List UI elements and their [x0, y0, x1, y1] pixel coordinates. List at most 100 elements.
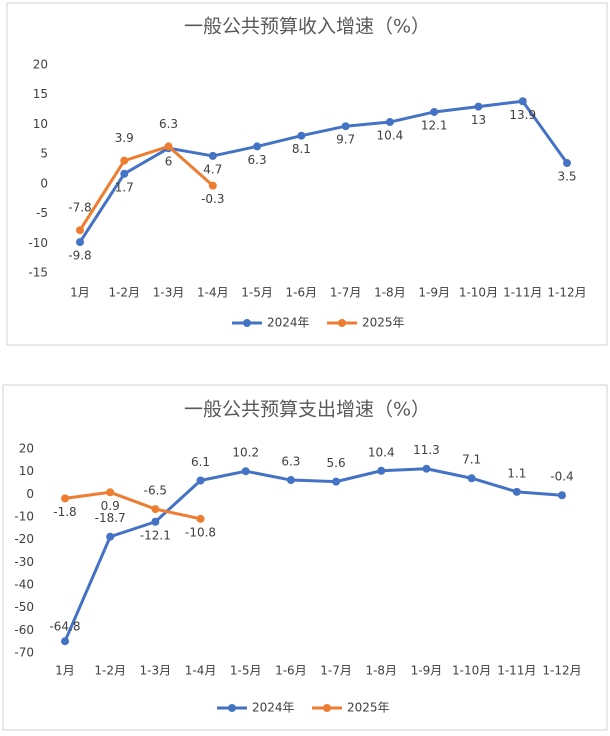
- point: [76, 238, 84, 247]
- data-label: 10.4: [377, 129, 404, 143]
- point: [61, 494, 69, 503]
- series-line: [78, 144, 214, 232]
- data-label: 11.3: [413, 443, 440, 457]
- legend-label: 2024年: [252, 701, 295, 715]
- point: [558, 491, 566, 500]
- legend-marker: [228, 704, 236, 712]
- x-tick-label: 1-11月: [497, 664, 536, 678]
- x-tick-label: 1-2月: [108, 286, 140, 300]
- legend-marker: [323, 704, 331, 712]
- x-tick-label: 1月: [70, 286, 90, 300]
- point: [422, 464, 431, 473]
- data-label: -7.8: [68, 201, 91, 215]
- data-label: 6.3: [281, 455, 300, 469]
- x-tick-label: 1-6月: [275, 664, 307, 678]
- data-label: 12.1: [421, 118, 448, 132]
- y-tick-label: -20: [14, 532, 34, 546]
- data-label: 10.4: [368, 445, 395, 459]
- data-label: -6.5: [144, 484, 167, 498]
- data-label: 0.9: [101, 499, 120, 513]
- data-label: 5.6: [327, 456, 346, 470]
- data-label: -10.8: [185, 525, 216, 539]
- x-tick-label: 1-12月: [542, 664, 581, 678]
- data-label: 9.7: [336, 133, 355, 147]
- point: [76, 226, 84, 235]
- point: [297, 131, 306, 140]
- data-label: 6.3: [248, 153, 267, 167]
- point: [253, 142, 262, 151]
- y-tick-label: -5: [36, 206, 48, 220]
- y-tick-label: -40: [14, 578, 34, 592]
- legend-marker: [243, 319, 251, 327]
- point: [196, 514, 205, 523]
- y-tick-label: 10: [19, 464, 34, 478]
- point: [208, 151, 217, 160]
- data-label: 6.3: [159, 117, 178, 131]
- x-tick-label: 1-10月: [459, 286, 498, 300]
- point: [341, 122, 350, 131]
- x-tick-label: 1-7月: [320, 664, 352, 678]
- point: [286, 476, 295, 485]
- point: [120, 156, 129, 165]
- y-tick-label: 0: [40, 176, 48, 190]
- x-tick-label: 1-4月: [197, 286, 229, 300]
- data-label: -0.3: [201, 192, 224, 206]
- series-line: [78, 99, 569, 243]
- x-tick-label: 1-5月: [230, 664, 262, 678]
- y-tick-label: 10: [33, 117, 48, 131]
- legend-marker: [338, 319, 346, 327]
- legend-label: 2025年: [347, 701, 390, 715]
- legend-label: 2025年: [362, 316, 405, 330]
- data-label: 1.1: [507, 466, 526, 480]
- y-tick-label: 5: [40, 147, 48, 161]
- point: [430, 107, 439, 116]
- x-tick-label: 1-6月: [286, 286, 318, 300]
- data-label: 4.7: [203, 162, 222, 176]
- data-label: -1.8: [53, 505, 76, 519]
- y-tick-label: 20: [19, 442, 34, 456]
- data-label: 3.5: [557, 170, 576, 184]
- chart-frame: [2, 384, 608, 731]
- point: [518, 97, 527, 106]
- y-tick-label: 0: [26, 487, 34, 501]
- x-tick-label: 1-8月: [365, 664, 397, 678]
- x-tick-label: 1-10月: [452, 664, 491, 678]
- data-label: -64.8: [49, 620, 80, 634]
- point: [467, 474, 476, 483]
- x-tick-label: 1-11月: [503, 286, 542, 300]
- point: [241, 467, 250, 476]
- x-tick-label: 1-3月: [140, 664, 172, 678]
- point: [106, 532, 115, 541]
- data-label: 10.2: [232, 446, 259, 460]
- y-tick-label: -15: [28, 266, 48, 280]
- y-tick-label: -50: [14, 600, 34, 614]
- point: [332, 477, 341, 486]
- data-label: -12.1: [140, 528, 171, 542]
- y-tick-label: -70: [14, 646, 34, 660]
- data-label: 13.9: [509, 108, 536, 122]
- chart-title: 一般公共预算收入增速（%）: [184, 16, 430, 38]
- data-label: 6.1: [191, 455, 210, 469]
- point: [151, 505, 160, 514]
- data-label: 8.1: [292, 142, 311, 156]
- x-tick-label: 1-7月: [330, 286, 362, 300]
- y-tick-label: -60: [14, 623, 34, 637]
- y-tick-label: 15: [33, 87, 48, 101]
- data-label: 6: [165, 155, 173, 169]
- x-tick-label: 1-2月: [94, 664, 126, 678]
- point: [208, 181, 217, 190]
- x-tick-label: 1-3月: [153, 286, 185, 300]
- point: [196, 476, 205, 485]
- point: [151, 517, 160, 526]
- x-tick-label: 1-9月: [418, 286, 450, 300]
- data-label: -0.4: [550, 470, 573, 484]
- x-tick-label: 1-9月: [411, 664, 443, 678]
- point: [563, 159, 571, 168]
- x-tick-label: 1-8月: [374, 286, 406, 300]
- data-label: 7.1: [462, 453, 481, 467]
- chart-frame: [6, 2, 608, 346]
- y-tick-label: -10: [28, 236, 48, 250]
- data-label: -9.8: [68, 249, 91, 263]
- y-tick-label: -10: [14, 510, 34, 524]
